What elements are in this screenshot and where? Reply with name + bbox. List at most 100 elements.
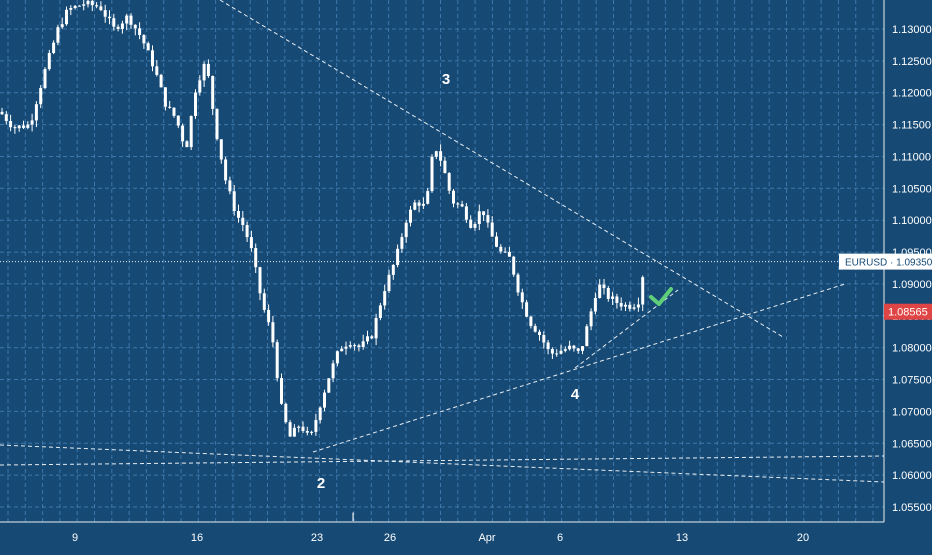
y-tick-label: 1.11000: [892, 152, 931, 164]
candle-body: [219, 139, 223, 160]
candle-body: [318, 407, 322, 421]
candle-body: [490, 222, 494, 237]
candle-body: [413, 202, 417, 210]
candle-body: [146, 43, 150, 51]
candle-body: [421, 203, 425, 206]
candle-body: [555, 353, 559, 355]
candle-body: [520, 292, 524, 303]
candle-body: [26, 124, 30, 128]
candle-body: [228, 180, 232, 192]
y-tick-label: 1.10000: [892, 215, 932, 227]
candle-body: [482, 211, 486, 216]
y-tick-label: 1.12500: [892, 56, 932, 68]
candle-body: [314, 420, 318, 432]
y-tick-label: 1.07000: [892, 406, 932, 418]
candle-body: [86, 0, 90, 5]
candle-body: [215, 108, 219, 140]
candle-body: [271, 322, 275, 343]
candle-body: [82, 4, 86, 6]
y-tick-label: 1.06500: [892, 438, 932, 450]
candle-body: [529, 316, 533, 326]
candle-body: [353, 345, 357, 347]
candle-body: [335, 351, 339, 364]
candle-body: [22, 125, 25, 128]
candle-body: [568, 345, 572, 350]
candle-body: [211, 76, 215, 109]
candle-body: [189, 116, 193, 148]
candle-body: [125, 15, 129, 24]
candle-body: [69, 8, 73, 10]
wave-label-3: 3: [442, 71, 450, 88]
candle-body: [163, 87, 167, 107]
candle-body: [39, 88, 43, 105]
lower-support-line-1: [0, 444, 885, 483]
last-price-label: 1.08565: [888, 307, 928, 319]
candle-body: [99, 6, 103, 11]
x-tick-label: 6: [557, 532, 563, 544]
candle-body: [624, 304, 627, 307]
candle-body: [301, 426, 305, 431]
x-tick-label: Apr: [478, 532, 495, 544]
candle-body: [473, 224, 477, 228]
y-tick-label: 1.07500: [892, 375, 932, 387]
candle-body: [112, 18, 116, 27]
candle-body: [447, 173, 451, 191]
candle-body: [224, 159, 228, 181]
current-price-label: EURUSD · 1.09350: [845, 258, 932, 269]
candle-body: [60, 24, 64, 28]
candle-body: [262, 293, 266, 310]
candle-body: [636, 304, 640, 308]
candle-body: [495, 236, 498, 247]
candle-body: [499, 246, 503, 252]
candle-body: [434, 151, 438, 157]
candle-body: [469, 219, 473, 228]
candle-body: [538, 331, 541, 335]
candle-body: [589, 311, 593, 327]
candle-body: [47, 53, 51, 70]
candle-body: [443, 160, 447, 174]
candle-body: [198, 80, 202, 93]
candle-body: [95, 5, 99, 7]
candle-body: [288, 422, 292, 437]
y-tick-label: 1.05500: [892, 502, 932, 514]
candle-body: [593, 298, 597, 312]
candle-body: [391, 265, 395, 275]
candle-body: [232, 191, 236, 211]
candle-body: [116, 26, 120, 29]
candle-body: [159, 74, 163, 88]
candle-body: [331, 363, 335, 379]
candle-body: [439, 151, 443, 161]
candle-body: [456, 203, 460, 205]
candle-body: [56, 27, 60, 43]
candle-body: [563, 349, 567, 351]
candle-body: [4, 114, 8, 121]
candle-body: [172, 107, 176, 116]
candle-body: [632, 307, 636, 309]
candle-body: [581, 346, 584, 351]
candle-body: [168, 106, 172, 108]
candle-body: [357, 345, 361, 347]
candle-body: [120, 23, 124, 29]
y-tick-label: 1.11500: [892, 120, 931, 132]
candle-body: [611, 296, 615, 299]
candle-body: [512, 256, 516, 275]
candle-body: [361, 341, 365, 347]
lower-support-line-2: [0, 455, 885, 466]
candle-body: [378, 305, 382, 318]
candle-body: [77, 5, 81, 7]
x-tick-label: 9: [72, 532, 78, 544]
candle-body: [194, 92, 197, 116]
y-tick-label: 1.08000: [892, 343, 932, 355]
candle-body: [133, 24, 137, 29]
candle-body: [323, 392, 326, 408]
descending-trendline: [219, 0, 784, 338]
candle-body: [305, 431, 309, 433]
candle-body: [108, 16, 111, 19]
candle-body: [151, 50, 154, 67]
x-tick-label: 23: [311, 532, 323, 544]
candle-body: [138, 28, 142, 35]
axis-marker: I: [351, 510, 354, 524]
checkmark-icon: [649, 287, 673, 306]
x-tick-label: 16: [191, 532, 203, 544]
